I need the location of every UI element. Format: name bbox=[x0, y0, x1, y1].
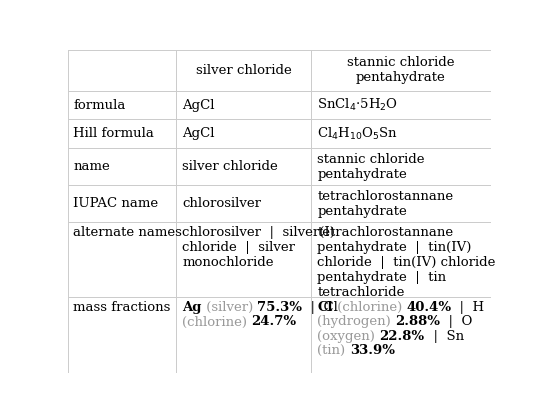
Text: alternate names: alternate names bbox=[73, 226, 182, 239]
Bar bbox=[176, 297, 311, 373]
Bar bbox=[176, 148, 311, 185]
Text: 2.88%: 2.88% bbox=[395, 316, 440, 328]
Text: (tin): (tin) bbox=[317, 344, 350, 357]
Text: silver chloride: silver chloride bbox=[196, 64, 291, 77]
Bar bbox=[176, 50, 311, 91]
Text: Cl$_4$H$_{10}$O$_5$Sn: Cl$_4$H$_{10}$O$_5$Sn bbox=[317, 126, 398, 142]
Text: formula: formula bbox=[73, 98, 125, 111]
Bar bbox=[311, 50, 490, 91]
Text: 40.4%: 40.4% bbox=[407, 301, 451, 314]
Bar bbox=[311, 222, 490, 297]
Text: name: name bbox=[73, 160, 110, 173]
Text: stannic chloride
pentahydrate: stannic chloride pentahydrate bbox=[317, 153, 425, 181]
Text: tetrachlorostannane
pentahydrate: tetrachlorostannane pentahydrate bbox=[317, 189, 453, 217]
Text: |  H: | H bbox=[451, 301, 485, 314]
Bar bbox=[68, 222, 176, 297]
Bar bbox=[311, 297, 490, 373]
Bar bbox=[68, 148, 176, 185]
Text: IUPAC name: IUPAC name bbox=[73, 197, 158, 210]
Text: tetrachlorostannane
pentahydrate  |  tin(IV)
chloride  |  tin(IV) chloride
penta: tetrachlorostannane pentahydrate | tin(I… bbox=[317, 226, 496, 299]
Text: silver chloride: silver chloride bbox=[182, 160, 278, 173]
Text: stannic chloride
pentahydrate: stannic chloride pentahydrate bbox=[347, 57, 455, 85]
Bar bbox=[311, 185, 490, 222]
Bar bbox=[68, 50, 176, 91]
Bar bbox=[311, 119, 490, 148]
Text: AgCl: AgCl bbox=[182, 98, 215, 111]
Text: |  O: | O bbox=[440, 316, 473, 328]
Text: SnCl$_4$·5H$_2$O: SnCl$_4$·5H$_2$O bbox=[317, 97, 398, 113]
Text: |  Sn: | Sn bbox=[425, 330, 464, 343]
Bar bbox=[311, 148, 490, 185]
Bar bbox=[68, 119, 176, 148]
Bar bbox=[176, 222, 311, 297]
Text: AgCl: AgCl bbox=[182, 127, 215, 140]
Text: mass fractions: mass fractions bbox=[73, 301, 171, 314]
Bar bbox=[68, 91, 176, 119]
Bar bbox=[68, 185, 176, 222]
Text: Ag: Ag bbox=[182, 301, 202, 314]
Text: chlorosilver: chlorosilver bbox=[182, 197, 261, 210]
Text: (chlorine): (chlorine) bbox=[333, 301, 407, 314]
Bar bbox=[311, 91, 490, 119]
Text: (silver): (silver) bbox=[202, 301, 257, 314]
Text: 24.7%: 24.7% bbox=[251, 316, 296, 328]
Text: (hydrogen): (hydrogen) bbox=[317, 316, 395, 328]
Text: |  Cl: | Cl bbox=[302, 301, 338, 314]
Text: (oxygen): (oxygen) bbox=[317, 330, 379, 343]
Text: Hill formula: Hill formula bbox=[73, 127, 154, 140]
Text: 33.9%: 33.9% bbox=[350, 344, 395, 357]
Bar bbox=[176, 119, 311, 148]
Text: Cl: Cl bbox=[317, 301, 333, 314]
Text: (chlorine): (chlorine) bbox=[182, 316, 251, 328]
Bar bbox=[176, 91, 311, 119]
Text: 22.8%: 22.8% bbox=[379, 330, 425, 343]
Bar bbox=[68, 297, 176, 373]
Text: chlorosilver  |  silver(I)
chloride  |  silver
monochloride: chlorosilver | silver(I) chloride | silv… bbox=[182, 226, 335, 269]
Text: 75.3%: 75.3% bbox=[257, 301, 302, 314]
Bar bbox=[176, 185, 311, 222]
